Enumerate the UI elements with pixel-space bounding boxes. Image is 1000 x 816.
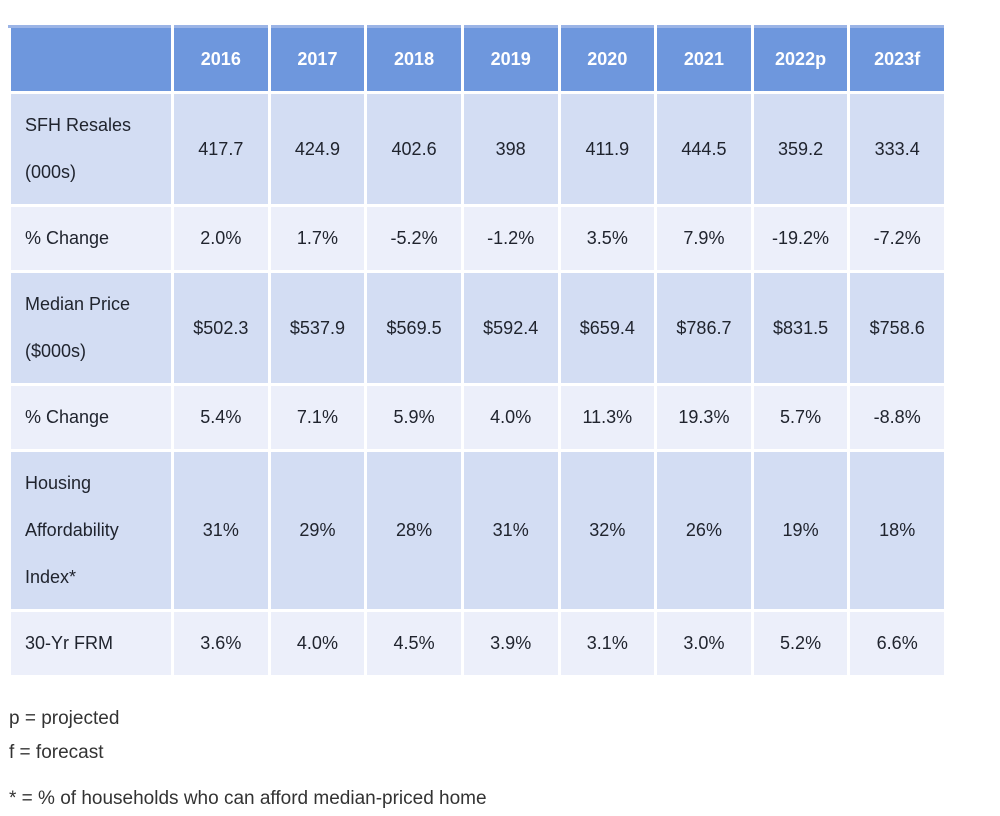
table-cell: 28% [364,449,464,612]
table-cell: 333.4 [847,91,947,207]
table-cell: -1.2% [460,204,561,273]
table-cell: 11.3% [557,383,658,452]
table-row: 30-Yr FRM 3.6% 4.0% 4.5% 3.9% 3.1% 3.0% 5.2% 6.6… [8,609,947,678]
note-forecast: f = forecast [9,742,104,763]
table-cell: $537.9 [267,270,368,386]
table-cell: $758.6 [847,270,947,386]
table-cell: 417.7 [171,91,271,207]
table-cell: 3.5% [557,204,658,273]
table-body: SFH Resales (000s) 417.7 424.9 402.6 398 411.… [8,91,947,678]
table-cell: 26% [654,449,754,612]
header-cell-year: 2016 [171,25,271,94]
table-cell: 7.9% [654,204,754,273]
note-affordability: * = % of households who can afford media… [9,788,487,809]
header-cell-year: 2017 [267,25,368,94]
table-cell: 18% [847,449,947,612]
table-cell: 3.9% [460,609,561,678]
legend-notes: p = projected f = forecast [9,702,947,770]
table-cell: 398 [460,91,561,207]
table-cell: 4.0% [267,609,368,678]
housing-market-table: 2016 2017 2018 2019 2020 2021 2022p 2023f SFH R… [8,25,947,678]
table-cell: 6.6% [847,609,947,678]
table-cell: 3.0% [654,609,754,678]
table-row: Median Price ($000s) $502.3 $537.9 $569.5 $5… [8,270,947,386]
table-cell: $569.5 [364,270,464,386]
table-cell: $502.3 [171,270,271,386]
table-cell: -19.2% [750,204,851,273]
row-label: % Change [8,383,174,452]
header-cell-year: 2023f [847,25,947,94]
table-cell: -5.2% [364,204,464,273]
table-cell: 32% [557,449,658,612]
table-cell: 5.9% [364,383,464,452]
table-row: % Change 5.4% 7.1% 5.9% 4.0% 11.3% 19.3% 5.7% -8… [8,383,947,452]
row-label: Housing Affordability Index* [8,449,174,612]
header-cell-year: 2020 [557,25,658,94]
table-cell: 7.1% [267,383,368,452]
table-cell: 3.6% [171,609,271,678]
table-cell: 5.7% [750,383,851,452]
table-row: Housing Affordability Index* 31% 29% 28% 31%… [8,449,947,612]
table-cell: 359.2 [750,91,851,207]
table-cell: 3.1% [557,609,658,678]
table-cell: 411.9 [557,91,658,207]
table-cell: -7.2% [847,204,947,273]
table-cell: 5.4% [171,383,271,452]
row-label: % Change [8,204,174,273]
table-cell: 19% [750,449,851,612]
table-cell: 2.0% [171,204,271,273]
table-cell: 31% [460,449,561,612]
note-projected: p = projected [9,708,120,729]
table-cell: 31% [171,449,271,612]
table-cell: 4.5% [364,609,464,678]
table-cell: $786.7 [654,270,754,386]
table-cell: 19.3% [654,383,754,452]
row-label: Median Price ($000s) [8,270,174,386]
table-cell: 4.0% [460,383,561,452]
table-cell: 424.9 [267,91,368,207]
row-label: 30-Yr FRM [8,609,174,678]
table-cell: 1.7% [267,204,368,273]
row-label: SFH Resales (000s) [8,91,174,207]
table-cell: 29% [267,449,368,612]
table-cell: -8.8% [847,383,947,452]
table-cell: $659.4 [557,270,658,386]
footnotes: p = projected f = forecast * = % of hous… [8,702,947,816]
table-row: SFH Resales (000s) 417.7 424.9 402.6 398 411.… [8,91,947,207]
header-cell-year: 2019 [460,25,561,94]
table-row: % Change 2.0% 1.7% -5.2% -1.2% 3.5% 7.9% -19.2%… [8,204,947,273]
header-cell-year: 2021 [654,25,754,94]
header-row: 2016 2017 2018 2019 2020 2021 2022p 2023f [8,25,947,94]
table-cell: $592.4 [460,270,561,386]
page: 2016 2017 2018 2019 2020 2021 2022p 2023f SFH R… [8,25,947,809]
table-cell: 5.2% [750,609,851,678]
header-cell-year: 2022p [750,25,851,94]
header-cell-year: 2018 [364,25,464,94]
table-cell: $831.5 [750,270,851,386]
header-cell-empty [8,25,174,94]
table-cell: 402.6 [364,91,464,207]
table-cell: 444.5 [654,91,754,207]
